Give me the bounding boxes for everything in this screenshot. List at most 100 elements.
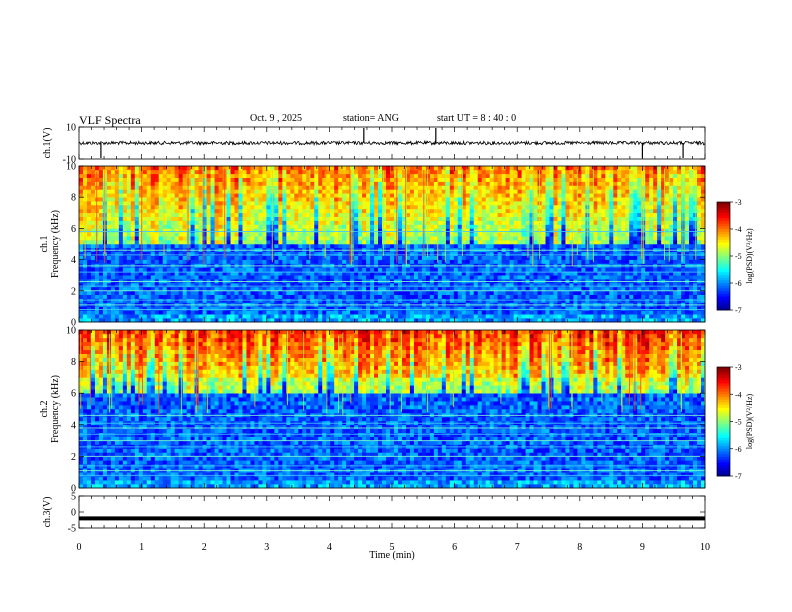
spectrogram-cell <box>405 181 411 186</box>
spectrogram-cell <box>146 267 152 272</box>
spectrogram-cell <box>393 216 399 221</box>
spectrogram-cell <box>338 267 343 272</box>
spectrogram-cell <box>254 205 259 210</box>
spectrogram-cell <box>529 216 534 221</box>
spectrogram-cell <box>569 177 574 182</box>
spectrogram-cell <box>469 310 475 315</box>
spectrogram-cell <box>86 275 92 280</box>
spectrogram-cell <box>541 283 546 288</box>
spectrogram-cell <box>513 220 518 225</box>
spectrogram-cell <box>489 306 494 311</box>
spectrogram-cell <box>354 181 359 186</box>
spectrogram-cell <box>182 185 187 190</box>
spectrogram-cell <box>501 201 506 206</box>
spectrogram-cell <box>218 208 223 214</box>
spectrogram-cell <box>122 275 128 280</box>
spectrogram-cell <box>461 181 467 186</box>
spectrogram-cell <box>262 251 267 256</box>
spectrogram-cell <box>497 216 502 221</box>
spectrogram-cell <box>465 224 471 229</box>
spectrogram-cell <box>449 271 455 276</box>
spectrogram-cell <box>509 267 514 272</box>
spectrogram-cell <box>362 318 367 323</box>
spectrogram-cell <box>346 189 351 194</box>
spectrogram-cell <box>166 267 172 272</box>
spectrogram-cell <box>342 220 347 225</box>
spectrogram-cell <box>354 228 359 233</box>
spectrogram-cell <box>258 318 263 323</box>
spectrogram-cell <box>106 290 112 295</box>
spectrogram-cell <box>461 185 467 190</box>
spectrogram-cell <box>382 212 387 217</box>
spectrogram-cell <box>246 267 251 272</box>
spectrogram-cell <box>390 271 395 276</box>
spectrogram-cell <box>401 193 407 198</box>
spectrogram-cell <box>234 255 239 260</box>
spectrogram-cell <box>230 201 235 206</box>
spectrogram-cell <box>274 255 279 260</box>
spectrogram-cell <box>210 240 215 245</box>
spectrogram-cell <box>306 306 311 311</box>
spectrogram-cell <box>158 193 164 198</box>
spectrogram-cell <box>142 232 148 237</box>
spectrogram-cell <box>90 220 96 225</box>
spectrogram-cell <box>86 283 92 288</box>
spectrogram-cell <box>517 173 522 178</box>
spectrogram-cell <box>234 314 239 319</box>
spectrogram-cell <box>561 283 566 288</box>
spectrogram-cell <box>565 290 570 295</box>
spectrogram-cell <box>258 271 263 276</box>
spectrogram-cell <box>397 224 403 229</box>
spectrogram-cell <box>362 271 367 276</box>
spectrogram-cell <box>493 306 498 311</box>
spectrogram-cell <box>473 244 479 249</box>
spectrogram-cell <box>174 189 179 194</box>
spectrogram-cell <box>366 267 371 272</box>
spectrogram-cell <box>549 255 554 260</box>
spectrogram-cell <box>366 255 371 260</box>
spectrogram-cell <box>134 275 140 280</box>
spectrogram-cell <box>182 173 187 178</box>
spectrogram-cell <box>246 240 251 245</box>
spectrogram-cell <box>102 290 108 295</box>
spectrogram-cell <box>549 271 554 276</box>
spectrogram-cell <box>126 212 132 217</box>
spectrogram-cell <box>405 185 411 190</box>
spectrogram-cell <box>405 177 411 182</box>
spectrogram-cell <box>390 240 395 245</box>
spectrogram-cell <box>469 232 475 237</box>
spectrogram-cell <box>250 298 255 303</box>
spectrogram-cell <box>342 240 347 245</box>
spectrogram-cell <box>79 173 84 178</box>
spectrogram-cell <box>362 298 367 303</box>
spectrogram-cell <box>346 275 351 280</box>
spectrogram-cell <box>461 283 467 288</box>
spectrogram-cell <box>513 232 518 237</box>
spectrogram-cell <box>170 290 175 295</box>
spectrogram-cell <box>194 244 199 249</box>
spectrogram-cell <box>453 216 459 221</box>
spectrogram-cell <box>198 255 203 260</box>
spectrogram-cell <box>393 283 399 288</box>
spectrogram-cell <box>397 216 403 221</box>
spectrogram-cell <box>274 205 279 210</box>
spectrogram-cell <box>214 212 219 217</box>
spectrogram-cell <box>374 255 379 260</box>
spectrogram-cell <box>110 189 116 194</box>
spectrogram-cell <box>110 314 116 319</box>
spectrogram-cell <box>457 177 463 182</box>
spectrogram-cell <box>354 294 359 299</box>
spectrogram-cell <box>266 294 271 299</box>
spectrogram-cell <box>330 166 335 171</box>
spectrogram-cell <box>382 201 387 206</box>
spectrogram-cell <box>549 283 554 288</box>
spectrogram-cell <box>166 255 172 260</box>
spectrogram-cell <box>354 267 359 272</box>
spectrogram-cell <box>338 298 343 303</box>
spectrogram-cell <box>202 220 207 225</box>
spectrogram-cell <box>174 290 179 295</box>
spectrogram-cell <box>270 294 275 299</box>
spectrogram-cell <box>194 201 199 206</box>
spectrogram-cell <box>86 216 92 221</box>
spectrogram-cell <box>469 283 475 288</box>
